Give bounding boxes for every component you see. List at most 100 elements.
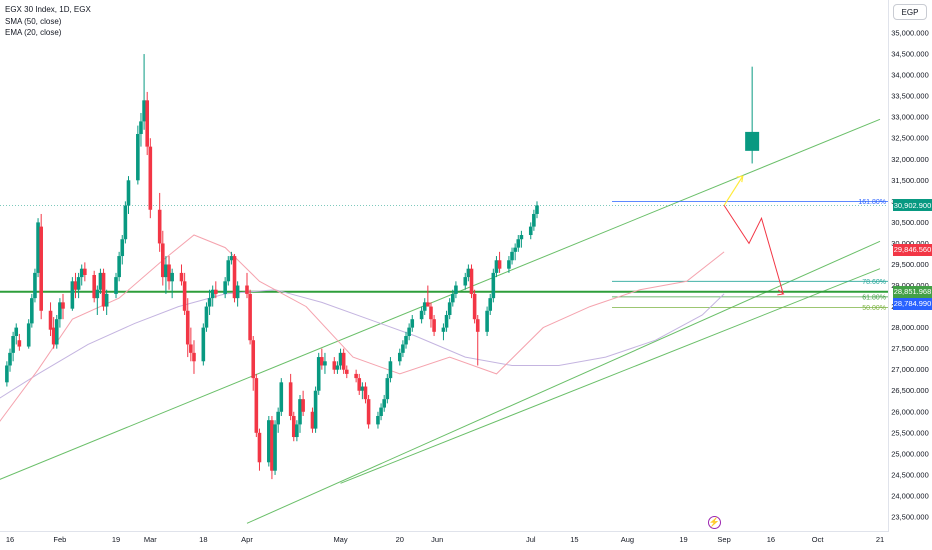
bearish-arrowhead: [777, 289, 785, 296]
candle-body: [320, 357, 324, 366]
candle-body: [126, 180, 131, 206]
channel-upper-line: [0, 118, 881, 480]
candle-body: [83, 268, 87, 275]
candle-body: [429, 306, 433, 320]
y-tick-label: 28,000.000: [891, 323, 929, 332]
candle-body: [485, 310, 489, 332]
y-tick-label: 27,000.000: [891, 365, 929, 374]
candle-body: [145, 100, 150, 147]
candle-body: [98, 272, 103, 290]
candle-body: [426, 302, 430, 307]
x-tick-label: Aug: [621, 535, 634, 544]
candle-body: [139, 121, 143, 135]
candle-body: [363, 386, 368, 400]
x-tick-label: 19: [112, 535, 120, 544]
candle-body: [245, 285, 249, 294]
y-tick-label: 29,500.000: [891, 260, 929, 269]
candle-body: [136, 134, 140, 181]
candle-body: [39, 226, 43, 311]
candle-body: [192, 352, 196, 362]
candle-body: [491, 272, 496, 299]
candle-body: [404, 336, 408, 345]
y-tick-label: 30,500.000: [891, 218, 929, 227]
lightning-icon[interactable]: ⚡: [708, 516, 721, 529]
candle-body: [95, 289, 100, 299]
candle-body: [407, 327, 411, 337]
x-tick-label: Jun: [431, 535, 443, 544]
candle-body: [488, 298, 493, 311]
candle-body: [497, 260, 502, 269]
channel-inner-line: [340, 268, 881, 484]
candle-body: [232, 256, 237, 299]
currency-button[interactable]: EGP: [893, 4, 927, 20]
candle-body: [157, 209, 162, 244]
candle-body: [510, 251, 514, 261]
candle-body: [254, 378, 259, 433]
candle-body: [323, 361, 327, 366]
y-tick-label: 27,500.000: [891, 344, 929, 353]
y-tick-label: 34,500.000: [891, 50, 929, 59]
candle-body: [79, 268, 84, 278]
price-tag: 28,784.990: [893, 297, 932, 310]
candle-body: [295, 424, 299, 438]
candle-body: [313, 390, 318, 429]
y-tick-label: 31,500.000: [891, 176, 929, 185]
candle-body: [401, 344, 405, 353]
candle-body: [441, 327, 446, 332]
candle-body: [48, 310, 53, 330]
candle-body: [338, 352, 343, 366]
x-tick-label: Apr: [241, 535, 253, 544]
candle-body: [8, 352, 12, 366]
candle-body: [5, 365, 9, 383]
candle-body: [450, 293, 455, 303]
x-tick-label: 21: [876, 535, 884, 544]
x-tick-label: 19: [679, 535, 687, 544]
candle-body: [229, 256, 234, 261]
candle-body: [344, 369, 349, 374]
candle-body: [335, 365, 340, 370]
candle-body: [291, 415, 296, 438]
candle-body: [298, 399, 302, 425]
candle-body: [207, 298, 212, 307]
bullish-arrow: [723, 175, 744, 206]
candle-body: [185, 310, 190, 345]
sma-line: [0, 289, 725, 399]
candle-body: [214, 289, 218, 294]
x-tick-label: 18: [199, 535, 207, 544]
candle-body: [519, 235, 524, 240]
candle-body: [120, 239, 125, 257]
candle-body: [494, 260, 499, 273]
y-tick-label: 24,500.000: [891, 470, 929, 479]
chart-legend: EGX 30 Index, 1D, EGX SMA (50, close) EM…: [5, 4, 91, 39]
candle-body: [447, 302, 452, 315]
candle-body: [360, 386, 365, 391]
price-axis-panel: [889, 0, 932, 550]
candle-body: [475, 319, 480, 332]
x-tick-label: May: [333, 535, 347, 544]
legend-title: EGX 30 Index, 1D, EGX: [5, 5, 91, 14]
candle-body: [419, 310, 424, 320]
candle-body: [341, 352, 346, 370]
candle-body: [210, 289, 215, 299]
candle-body: [117, 256, 121, 278]
candle-body: [54, 319, 59, 345]
candle-body: [301, 399, 305, 412]
candle-body: [61, 302, 65, 309]
candle-body: [466, 268, 471, 278]
fib-level-label: 50.00%: [862, 305, 886, 312]
price-tag: 28,851.968: [893, 285, 932, 298]
candle-body: [388, 361, 393, 379]
candle-body: [516, 239, 521, 248]
candle-body: [463, 277, 468, 286]
candle-body: [223, 281, 227, 294]
candle-body: [513, 247, 517, 252]
candle-body: [257, 432, 262, 463]
candle-body: [454, 285, 458, 294]
x-tick-label: Oct: [812, 535, 825, 544]
channel-lower-line: [246, 240, 881, 524]
x-tick-label: Feb: [53, 535, 66, 544]
candle-body: [535, 205, 539, 214]
y-tick-label: 26,500.000: [891, 386, 929, 395]
